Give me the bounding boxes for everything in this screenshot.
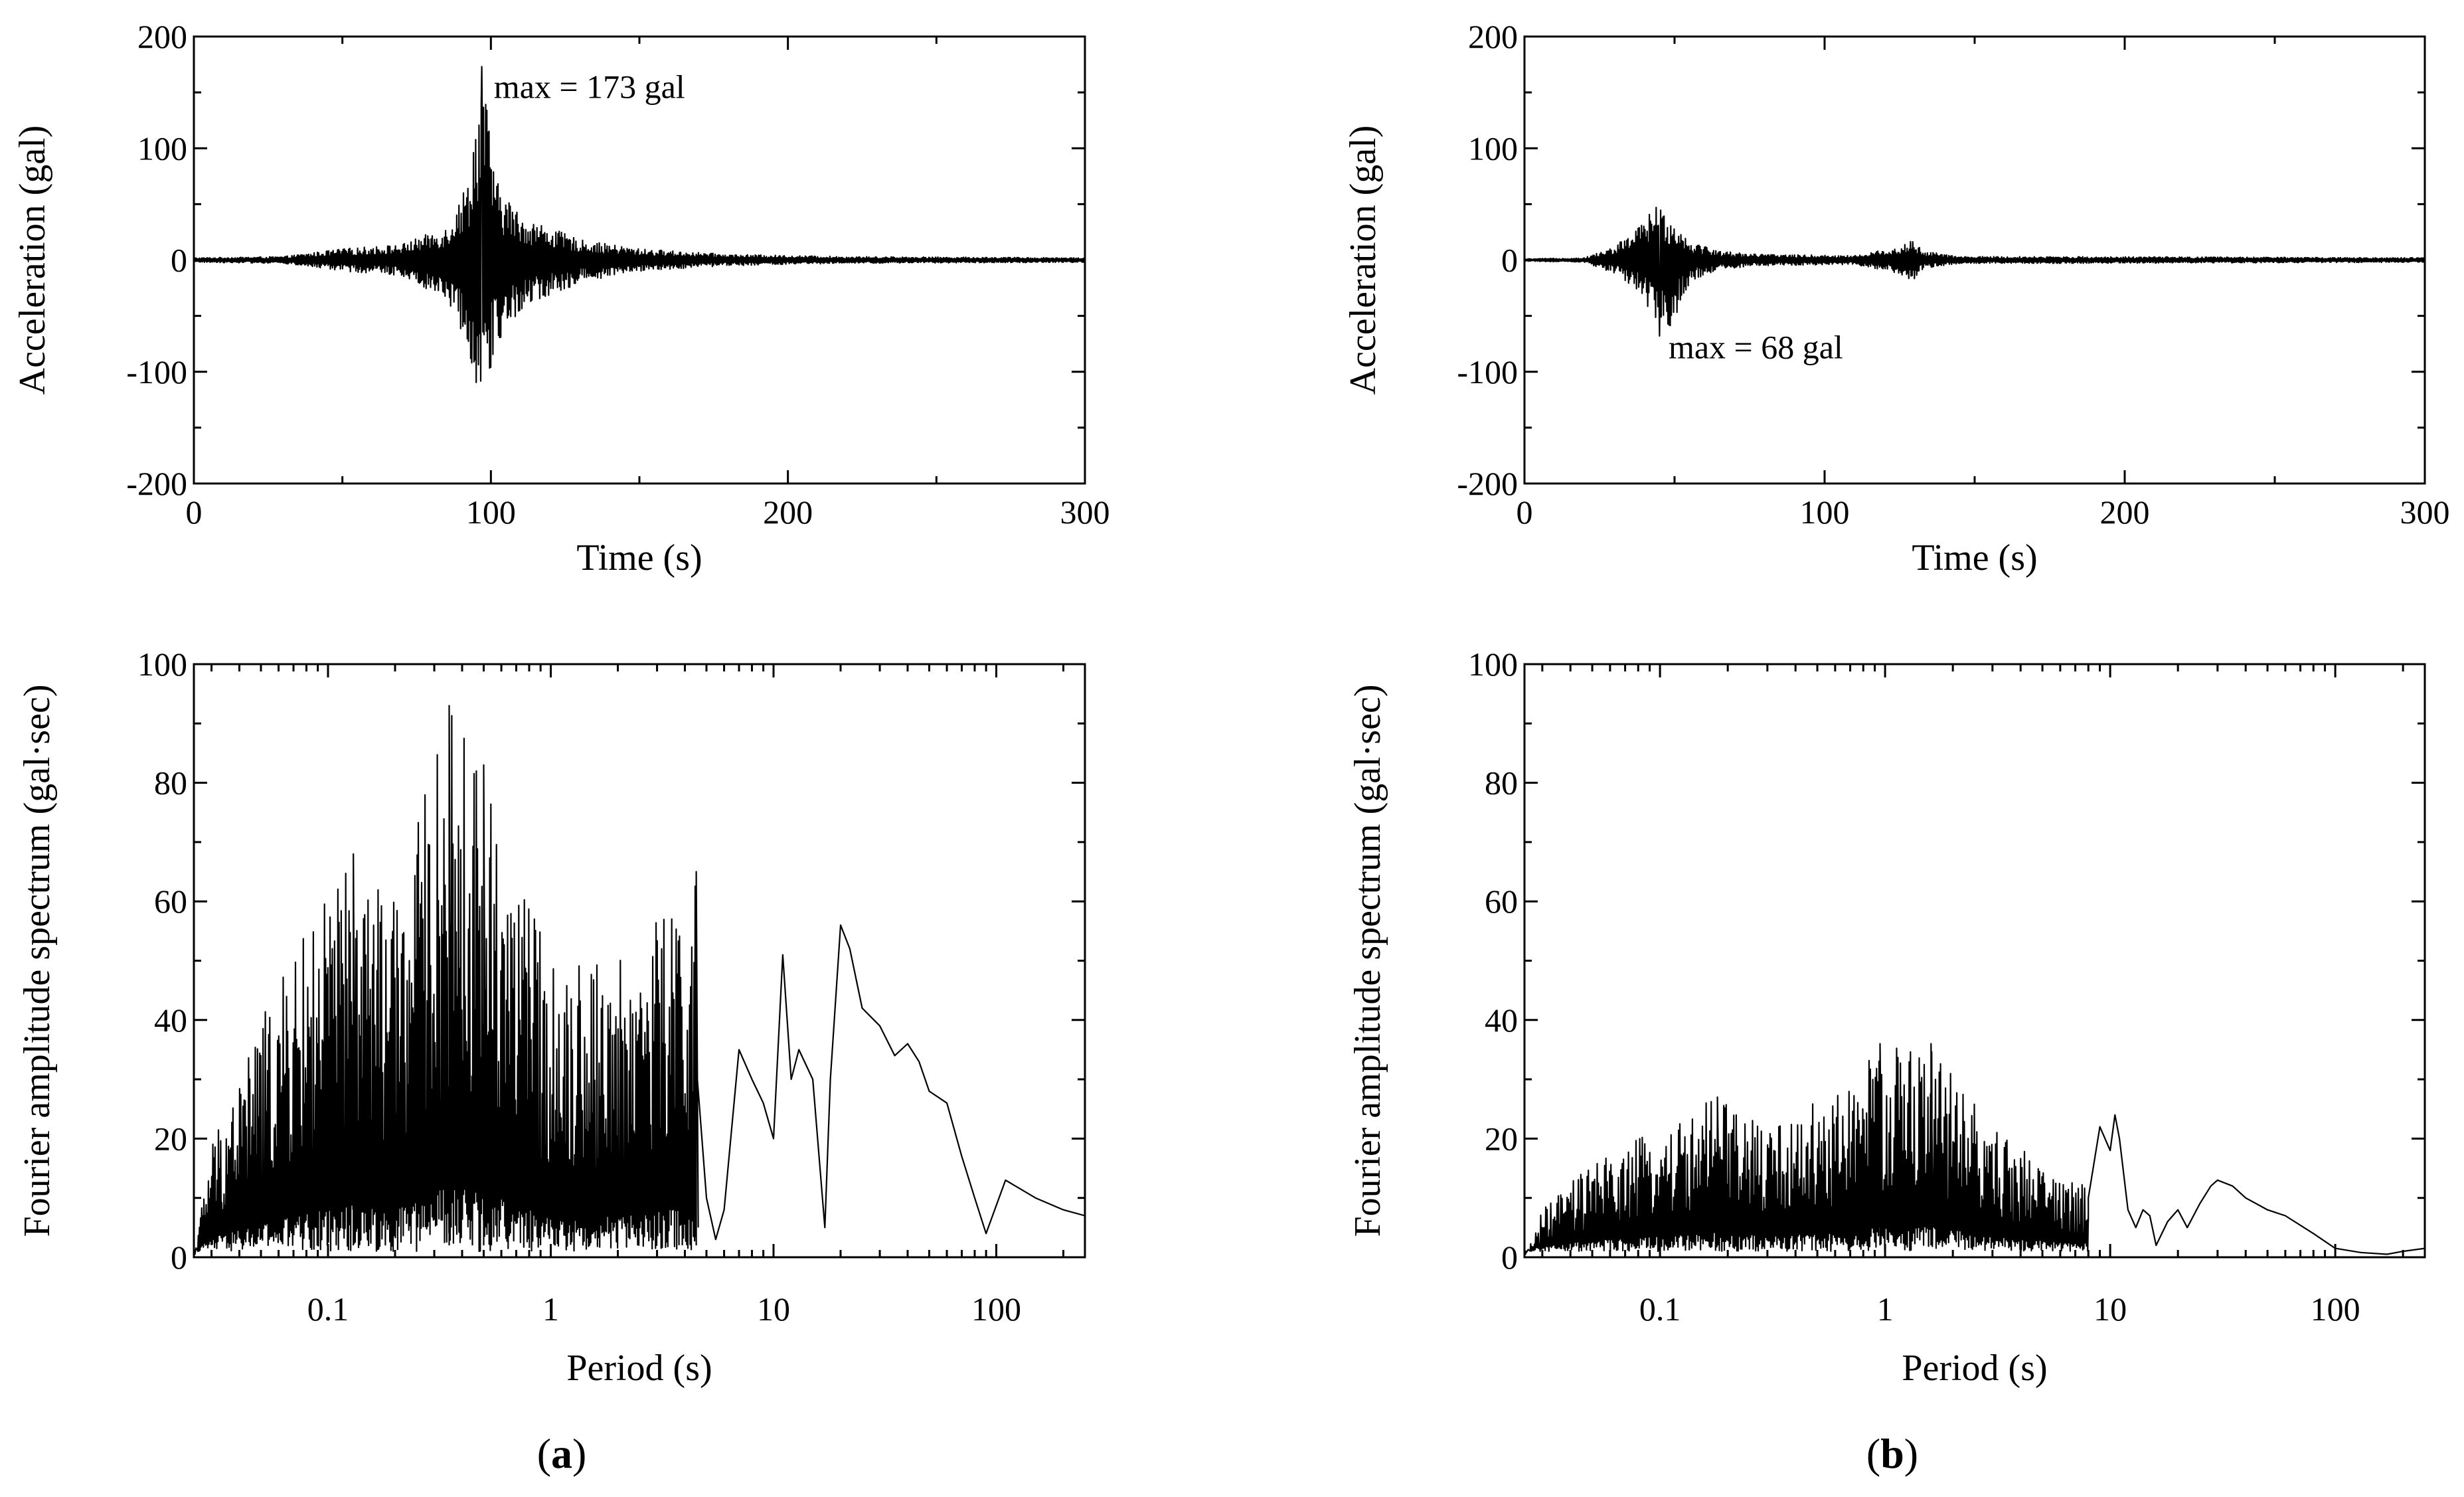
tick-marks [1524,663,2425,1259]
chart-b-fourier-spectrum: 0 20 40 60 80 100 0.1 1 10 100 Period (s) Fourier… [1347,646,2426,1389]
y-tick-label: 100 [137,130,187,167]
x-axis-label: Period (s) [566,1348,712,1389]
panel-label-letter: b [1880,1430,1904,1477]
y-tick-label: 100 [1468,130,1518,167]
panel-label-close: ) [572,1430,586,1477]
x-tick-label: 0 [1517,493,1533,531]
chart-b-acceleration: -200 -100 0 100 200 0 100 200 300 Time (s) Accel… [1343,18,2450,578]
acceleration-trace [1524,207,2425,337]
panel-label-b: (b) [1866,1430,1918,1477]
y-axis-label: Acceleration (gal) [12,126,53,395]
tick-labels: -200 -100 0 100 200 0 100 200 300 [126,18,1109,531]
x-tick-label: 10 [757,1290,790,1328]
fourier-spectrum-trace [1524,1043,2425,1257]
panel-label-a: (a) [537,1430,587,1477]
y-tick-label: 200 [1468,18,1518,55]
panel-label-open: ( [537,1430,551,1477]
x-tick-label: 1 [542,1290,559,1328]
x-tick-label: 100 [466,493,516,531]
tick-marks [194,663,1085,1259]
panel-label-letter: a [551,1430,572,1477]
y-tick-label: -100 [126,353,187,391]
x-tick-label: 0.1 [1639,1290,1681,1328]
x-tick-label: 1 [1877,1290,1894,1328]
y-tick-label: 0 [1501,1239,1518,1276]
y-tick-label: 100 [1468,646,1518,683]
y-axis-label: Fourier amplitude spectrum (gal·sec) [17,685,58,1237]
panel-label-open: ( [1866,1430,1880,1477]
y-tick-label: 0 [171,1239,187,1276]
max-annotation: max = 173 gal [494,68,685,106]
y-tick-label: 80 [1485,764,1518,802]
y-tick-label: -200 [1457,465,1518,502]
x-tick-label: 300 [2400,493,2450,531]
tick-labels: 0 20 40 60 80 100 0.1 1 10 100 [137,646,1021,1328]
tick-labels: -200 -100 0 100 200 0 100 200 300 [1457,18,2449,531]
x-tick-label: 0.1 [307,1290,349,1328]
x-tick-label: 300 [1060,493,1110,531]
acceleration-trace [194,66,1085,383]
y-tick-label: 100 [137,646,187,683]
y-tick-label: 80 [154,764,187,802]
tick-labels: 0 20 40 60 80 100 0.1 1 10 100 [1468,646,2360,1328]
y-tick-label: 20 [154,1120,187,1157]
tick-marks [1523,35,2426,485]
y-axis-label: Acceleration (gal) [1343,126,1384,395]
x-tick-label: 0 [186,493,203,531]
chart-a-acceleration: -200 -100 0 100 200 0 100 200 300 Time (s) Accel… [12,18,1110,578]
x-tick-label: 200 [763,493,813,531]
y-tick-label: 40 [154,1002,187,1039]
x-tick-label: 100 [2311,1290,2360,1328]
x-axis-label: Time (s) [576,537,702,578]
y-tick-label: 60 [1485,883,1518,920]
y-axis-label: Fourier amplitude spectrum (gal·sec) [1347,685,1388,1237]
y-tick-label: 60 [154,883,187,920]
y-tick-label: 40 [1485,1002,1518,1039]
y-tick-label: -100 [1457,353,1518,391]
y-tick-label: -200 [126,465,187,502]
chart-a-fourier-spectrum: 0 20 40 60 80 100 0.1 1 10 100 Period (s) Fourier… [17,646,1086,1389]
y-tick-label: 20 [1485,1120,1518,1157]
x-tick-label: 200 [2100,493,2150,531]
x-axis-label: Time (s) [1912,537,2037,578]
y-tick-label: 0 [171,242,187,279]
max-annotation: max = 68 gal [1669,329,1843,366]
x-tick-label: 100 [971,1290,1021,1328]
x-axis-label: Period (s) [1902,1348,2047,1389]
x-tick-label: 100 [1800,493,1850,531]
y-tick-label: 0 [1501,242,1518,279]
panel-label-close: ) [1904,1430,1918,1477]
fourier-spectrum-trace [194,705,1085,1257]
y-tick-label: 200 [137,18,187,55]
x-tick-label: 10 [2094,1290,2127,1328]
tick-marks [193,35,1086,485]
